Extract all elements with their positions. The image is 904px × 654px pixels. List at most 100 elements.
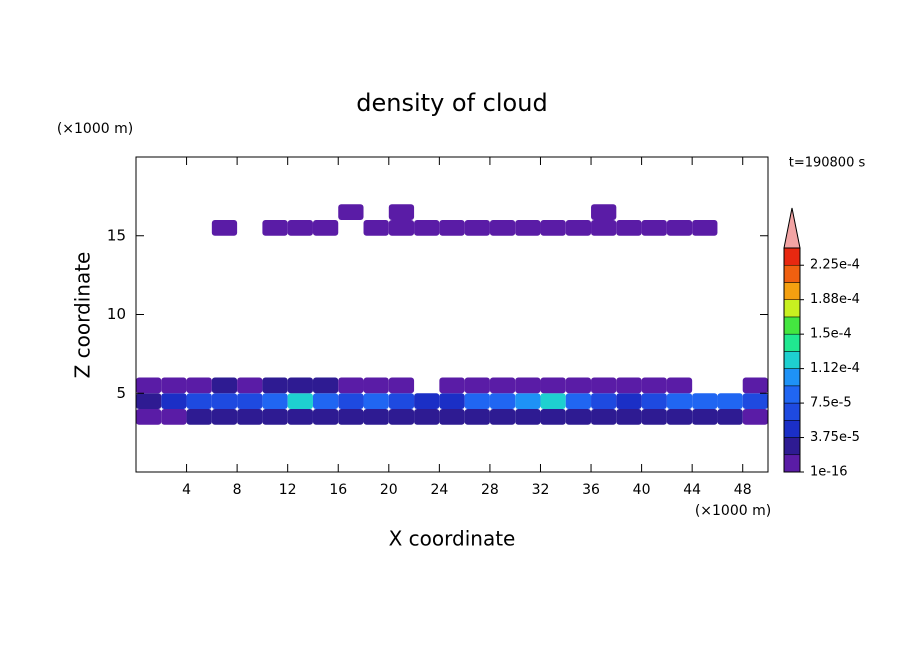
y-tick-label: 10 (107, 305, 126, 323)
contour-cell (439, 393, 465, 409)
colorbar-band (783, 420, 801, 438)
colorbar-band (783, 437, 801, 456)
contour-cell (666, 393, 693, 409)
contour-cell (464, 220, 490, 236)
colorbar-extend (783, 207, 801, 249)
contour-cell (439, 220, 465, 236)
contour-cell (363, 220, 389, 236)
x-tick-label: 28 (481, 482, 499, 498)
contour-cell (287, 377, 313, 394)
contour-cell (287, 220, 313, 236)
contour-cell (136, 393, 162, 409)
contour-cell (692, 220, 718, 236)
contour-cell (287, 409, 313, 425)
x-tick-label: 16 (329, 482, 347, 498)
contour-cell (312, 220, 339, 236)
contour-cell (262, 377, 288, 394)
contour-cell (641, 393, 667, 409)
x-tick-label: 8 (233, 482, 242, 498)
colorbar-band (783, 316, 801, 335)
x-tick-label: 12 (279, 482, 297, 498)
contour-cell (742, 377, 768, 394)
colorbar-band (783, 351, 801, 369)
contour-cell (565, 377, 592, 394)
contour-cell (591, 220, 617, 236)
colorbar-label: 1.88e-4 (810, 292, 860, 307)
x-tick-label: 32 (532, 482, 550, 498)
contour-cell (540, 393, 566, 409)
contour-cell (591, 377, 617, 394)
x-tick-label: 24 (430, 482, 448, 498)
colorbar-band (783, 454, 801, 473)
contour-cell (565, 409, 592, 425)
colorbar-band (783, 368, 801, 387)
contour-cell (717, 393, 743, 409)
contour-cell (692, 409, 718, 425)
contour-cell (388, 220, 415, 236)
contour-cell (161, 393, 187, 409)
x-tick-label: 4 (182, 482, 191, 498)
contour-cell (641, 377, 667, 394)
colorbar-label: 1e-16 (810, 465, 848, 480)
x-axis-title: X coordinate (389, 527, 516, 551)
colorbar-band (783, 282, 801, 300)
x-tick-label: 36 (582, 482, 600, 498)
x-unit: (×1000 m) (695, 503, 771, 519)
y-axis-title: Z coordinate (71, 252, 95, 379)
contour-cell (211, 409, 238, 425)
contour-cell (338, 204, 364, 220)
contour-cell (666, 409, 693, 425)
contour-cell (211, 220, 238, 236)
contour-cell (312, 409, 339, 425)
contour-cell (388, 204, 415, 220)
contour-cell (591, 204, 617, 220)
colorbar-band (783, 264, 801, 283)
contour-cell (616, 377, 642, 394)
contour-cell (388, 393, 415, 409)
contour-cell (591, 409, 617, 425)
contour-cell (237, 377, 263, 394)
contour-cell (666, 220, 693, 236)
contour-cell (338, 377, 364, 394)
contour-cell (186, 409, 212, 425)
contour-cell (211, 393, 238, 409)
colorbar-band (783, 299, 801, 318)
colorbar-label: 2.25e-4 (810, 258, 860, 273)
contour-cell (414, 220, 440, 236)
colorbar-band (783, 402, 801, 421)
contour-cell (262, 220, 288, 236)
x-tick-label: 48 (734, 482, 752, 498)
contour-cell (363, 393, 389, 409)
contour-cell (414, 409, 440, 425)
contour-cell (363, 409, 389, 425)
time-label: t=190800 s (789, 156, 866, 171)
colorbar-label: 7.5e-5 (810, 396, 852, 411)
contour-cell (489, 393, 516, 409)
contour-cell (287, 393, 313, 409)
contour-cell (540, 220, 566, 236)
contour-cell (641, 220, 667, 236)
contour-cell (439, 377, 465, 394)
contour-cell (161, 409, 187, 425)
contour-cell (717, 409, 743, 425)
contour-cell (161, 377, 187, 394)
contour-cell (211, 377, 238, 394)
contour-cell (515, 377, 541, 394)
y-tick-label: 5 (116, 384, 126, 402)
contour-cell (312, 377, 339, 394)
contour-cell (237, 409, 263, 425)
colorbar-band (783, 247, 801, 266)
contour-cell (692, 393, 718, 409)
contour-cell (338, 409, 364, 425)
contour-cell (565, 220, 592, 236)
contour-cell (388, 377, 415, 394)
contour-cell (439, 409, 465, 425)
x-tick-label: 44 (683, 482, 701, 498)
x-tick-label: 20 (380, 482, 398, 498)
y-tick-label: 15 (107, 226, 126, 244)
contour-cell (666, 377, 693, 394)
contour-cell (363, 377, 389, 394)
contour-cell (464, 393, 490, 409)
contour-cell (262, 393, 288, 409)
